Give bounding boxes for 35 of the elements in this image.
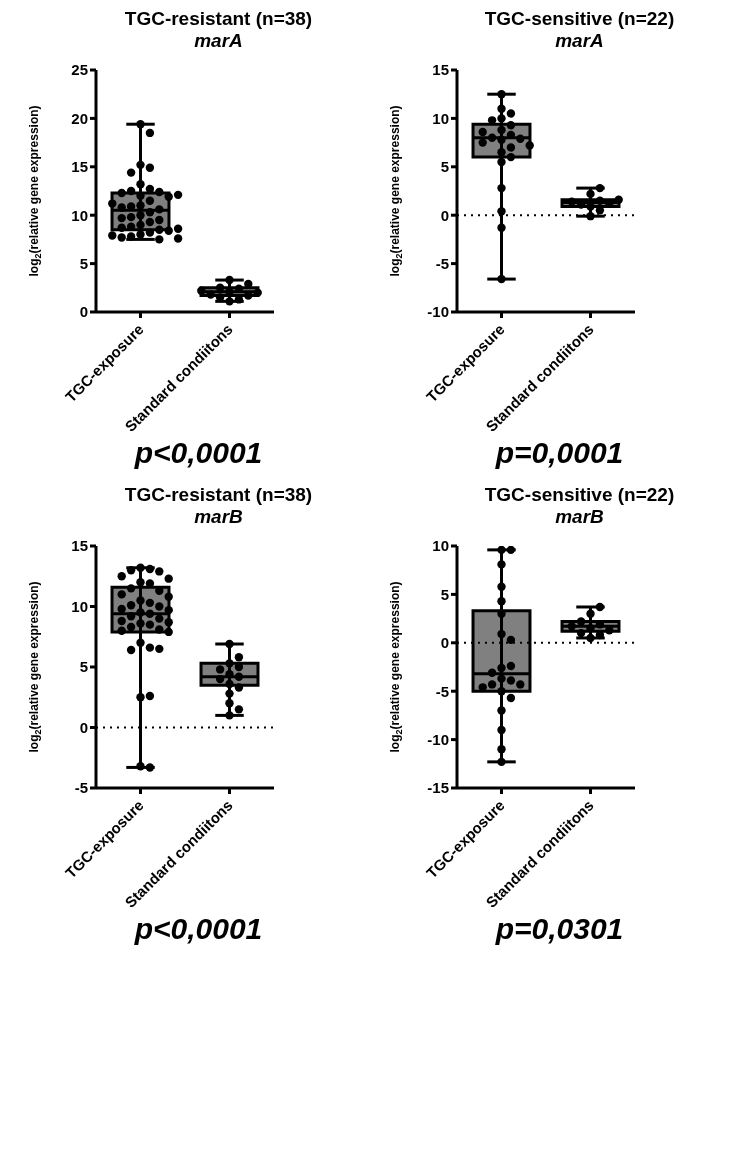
chart-title: TGC-sensitive (n=22) xyxy=(484,8,675,30)
y-tick-label: -5 xyxy=(435,682,449,700)
y-tick-label: 5 xyxy=(440,585,449,603)
chart-subtitle: marB xyxy=(555,506,604,528)
y-tick-label: 5 xyxy=(79,658,88,676)
y-tick-label: 0 xyxy=(440,634,449,652)
y-tick-label: 0 xyxy=(79,718,88,736)
y-tick-label: 5 xyxy=(79,254,88,272)
y-tick-label: -10 xyxy=(426,730,449,748)
chart-title: TGC-sensitive (n=22) xyxy=(484,484,675,506)
text: p=0,0001 xyxy=(495,436,624,470)
y-tick-label: 20 xyxy=(70,109,88,127)
chart-title: TGC-resistant (n=38) xyxy=(124,484,313,506)
chart-subtitle: marA xyxy=(194,30,243,52)
text: p<0,0001 xyxy=(134,436,263,470)
y-tick-label: 15 xyxy=(431,61,449,79)
chart-title: TGC-resistant (n=38) xyxy=(124,8,313,30)
chart-subtitle: marA xyxy=(555,30,604,52)
chart-subtitle: marB xyxy=(194,506,243,528)
y-tick-label: 15 xyxy=(70,537,88,555)
text: p=0,0301 xyxy=(495,912,624,946)
y-tick-label: 10 xyxy=(70,206,88,224)
y-tick-label: 25 xyxy=(70,61,88,79)
y-tick-label: -10 xyxy=(426,303,449,321)
y-tick-label: 0 xyxy=(79,303,88,321)
y-tick-label: -5 xyxy=(74,779,88,797)
y-tick-label: 0 xyxy=(440,206,449,224)
y-tick-label: -15 xyxy=(426,779,449,797)
text: p<0,0001 xyxy=(134,912,263,946)
y-tick-label: 10 xyxy=(70,597,88,615)
y-tick-label: -5 xyxy=(435,254,449,272)
y-tick-label: 5 xyxy=(440,158,449,176)
y-tick-label: 10 xyxy=(431,537,449,555)
y-tick-label: 10 xyxy=(431,109,449,127)
y-tick-label: 15 xyxy=(70,158,88,176)
